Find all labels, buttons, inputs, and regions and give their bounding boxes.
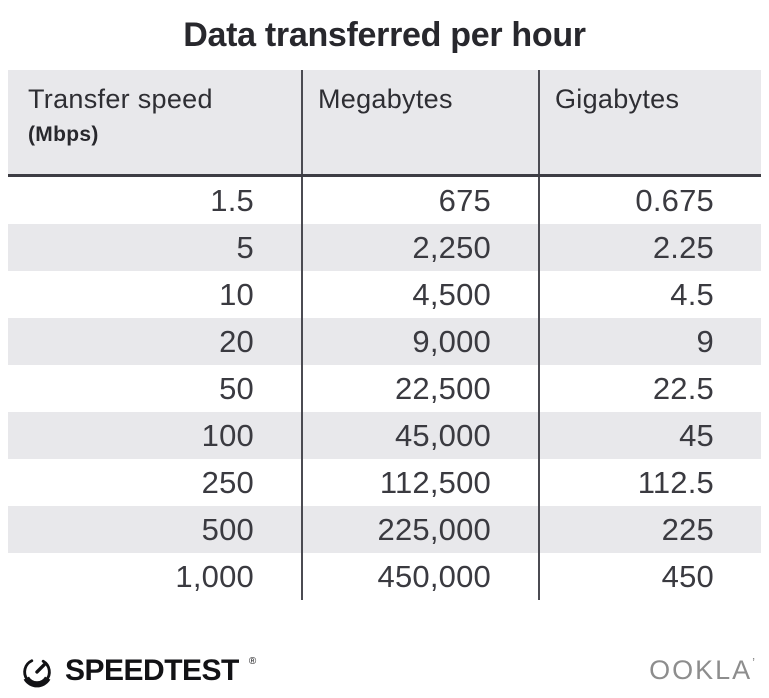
table-header: Transfer speed (Mbps) Megabytes Gigabyte… [8,70,761,176]
table-row: 50 22,500 22.5 [8,365,761,412]
cell-gigabytes: 112.5 [538,459,761,506]
table-row: 100 45,000 45 [8,412,761,459]
table-row: 250 112,500 112.5 [8,459,761,506]
cell-megabytes: 45,000 [301,412,539,459]
cell-megabytes: 450,000 [301,553,539,600]
table-row: 20 9,000 9 [8,318,761,365]
speedtest-logo: SPEEDTEST ® [18,652,256,690]
cell-speed: 5 [236,229,254,265]
registered-trademark-symbol: ® [248,655,257,667]
cell-speed: 250 [201,464,254,500]
cell-megabytes: 4,500 [301,271,539,318]
column-header-gigabytes: Gigabytes [538,70,761,176]
cell-gigabytes: 0.675 [538,175,761,224]
page-title: Data transferred per hour [183,16,586,54]
cell-megabytes: 225,000 [301,506,539,553]
cell-megabytes: 675 [301,175,539,224]
cell-speed: 500 [201,511,254,547]
table-body: 1.5 675 0.675 5 2,250 2.25 10 4,500 4.5 … [8,175,761,600]
cell-speed: 1,000 [175,558,254,594]
column-header-transfer-speed: Transfer speed (Mbps) [8,70,302,176]
column-header-label: Gigabytes [555,84,680,114]
ookla-logo: OOKLA’ [649,655,755,686]
cell-speed: 20 [219,323,254,359]
column-header-unit: (Mbps) [28,123,99,146]
ookla-wordmark: OOKLA [649,655,753,685]
cell-speed: 50 [219,370,254,406]
cell-gigabytes: 22.5 [538,365,761,412]
ookla-trademark-symbol: ’ [752,655,755,670]
column-header-label: Megabytes [318,84,453,114]
footer: SPEEDTEST ® OOKLA’ [0,642,769,698]
cell-megabytes: 2,250 [301,224,539,271]
cell-gigabytes: 450 [538,553,761,600]
table-row: 10 4,500 4.5 [8,271,761,318]
speedtest-wordmark: SPEEDTEST [65,654,239,687]
data-table: Transfer speed (Mbps) Megabytes Gigabyte… [8,70,761,600]
cell-gigabytes: 4.5 [538,271,761,318]
cell-speed: 1.5 [210,182,254,218]
column-header-label: Transfer speed [28,84,213,114]
cell-speed: 10 [219,276,254,312]
table-row: 500 225,000 225 [8,506,761,553]
cell-megabytes: 9,000 [301,318,539,365]
cell-gigabytes: 225 [538,506,761,553]
table-row: 1,000 450,000 450 [8,553,761,600]
cell-gigabytes: 2.25 [538,224,761,271]
cell-speed: 100 [201,417,254,453]
cell-gigabytes: 45 [538,412,761,459]
cell-megabytes: 22,500 [301,365,539,412]
speedtest-gauge-icon [23,659,51,688]
header-row: Transfer speed (Mbps) Megabytes Gigabyte… [8,70,761,176]
cell-megabytes: 112,500 [301,459,539,506]
cell-gigabytes: 9 [538,318,761,365]
column-header-megabytes: Megabytes [301,70,539,176]
table-row: 5 2,250 2.25 [8,224,761,271]
table-row: 1.5 675 0.675 [8,175,761,224]
